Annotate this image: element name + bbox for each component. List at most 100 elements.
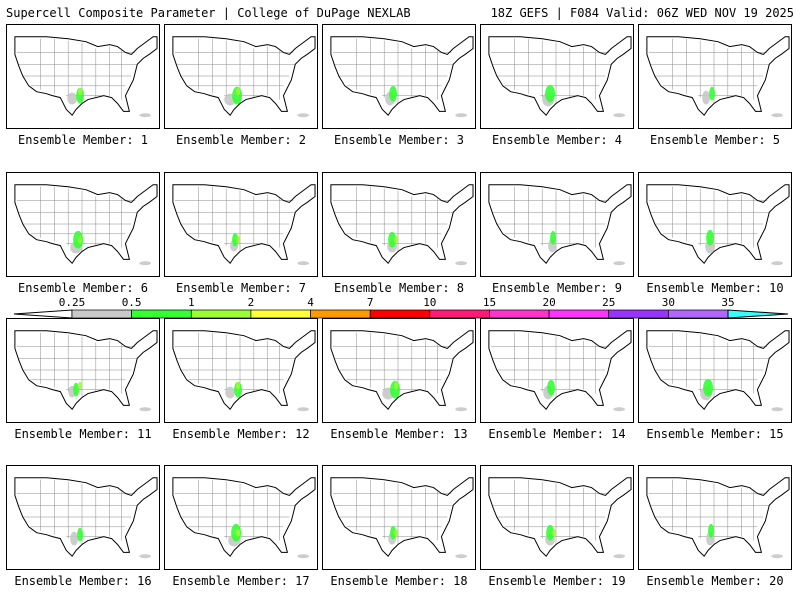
scp-shading-gray bbox=[771, 554, 784, 559]
member-label-9: Ensemble Member: 9 bbox=[491, 281, 623, 295]
us-coastline bbox=[330, 330, 474, 411]
scp-shading-green bbox=[550, 230, 557, 245]
scp-shading-gray bbox=[613, 113, 626, 118]
scp-shading-gray bbox=[67, 92, 78, 105]
colorbar-tick-label: 30 bbox=[662, 296, 675, 309]
scp-shading-gray bbox=[297, 407, 310, 412]
us-map bbox=[14, 36, 158, 118]
us-map bbox=[172, 184, 316, 266]
us-map bbox=[488, 477, 632, 559]
scp-shading-lightgreen bbox=[78, 87, 83, 96]
scp-shading-gray bbox=[139, 261, 152, 266]
scp-shading-lightgreen bbox=[394, 528, 399, 537]
colorbar-tick-label: 7 bbox=[367, 296, 374, 309]
colorbar-tick-label: 25 bbox=[602, 296, 615, 309]
colorbar-tick-label: 15 bbox=[483, 296, 496, 309]
member-label-8: Ensemble Member: 8 bbox=[333, 281, 465, 295]
map-panel-member-17 bbox=[164, 465, 318, 570]
map-panel-member-15 bbox=[638, 318, 792, 423]
title-left: Supercell Composite Parameter | College … bbox=[6, 6, 411, 20]
us-map bbox=[330, 36, 474, 118]
us-coastline bbox=[330, 477, 474, 558]
member-label-6: Ensemble Member: 6 bbox=[17, 281, 149, 295]
member-label-15: Ensemble Member: 15 bbox=[646, 427, 784, 441]
map-panel-member-6 bbox=[6, 172, 160, 277]
member-label-19: Ensemble Member: 19 bbox=[488, 574, 626, 588]
us-map bbox=[14, 330, 158, 412]
us-coastline bbox=[330, 184, 474, 265]
colorbar-tick-label: 10 bbox=[423, 296, 436, 309]
map-panel-member-1 bbox=[6, 24, 160, 129]
member-label-1: Ensemble Member: 1 bbox=[17, 133, 149, 147]
map-panel-member-2 bbox=[164, 24, 318, 129]
colorbar-segment bbox=[608, 309, 669, 319]
us-coastline bbox=[646, 477, 790, 558]
scp-shading-green bbox=[546, 524, 555, 541]
colorbar-tick-label: 20 bbox=[542, 296, 555, 309]
colorbar-segment bbox=[489, 309, 550, 319]
scp-shading-lightgreen bbox=[236, 381, 241, 390]
colorbar-segment bbox=[429, 309, 490, 319]
colorbar-segment bbox=[250, 309, 311, 319]
us-map bbox=[330, 184, 474, 266]
colorbar-tick-label: 0.5 bbox=[122, 296, 142, 309]
map-panel-member-5 bbox=[638, 24, 792, 129]
member-label-20: Ensemble Member: 20 bbox=[646, 574, 784, 588]
us-map bbox=[646, 477, 790, 559]
map-panel-member-10 bbox=[638, 172, 792, 277]
member-label-17: Ensemble Member: 17 bbox=[172, 574, 310, 588]
colorbar-right-arrow bbox=[727, 309, 789, 319]
map-panel-member-3 bbox=[322, 24, 476, 129]
map-panel-member-20 bbox=[638, 465, 792, 570]
map-panel-member-11 bbox=[6, 318, 160, 423]
map-panel-member-16 bbox=[6, 465, 160, 570]
us-map bbox=[488, 184, 632, 266]
us-map bbox=[330, 477, 474, 559]
scp-shading-gray bbox=[455, 407, 468, 412]
scp-shading-gray bbox=[225, 386, 236, 399]
member-label-11: Ensemble Member: 11 bbox=[14, 427, 152, 441]
scp-shading-green bbox=[77, 527, 83, 542]
scp-shading-gray bbox=[613, 554, 626, 559]
map-panel-member-9 bbox=[480, 172, 634, 277]
scp-shading-green bbox=[390, 525, 397, 540]
us-coastline bbox=[14, 36, 158, 117]
scp-shading-lightgreen bbox=[394, 381, 399, 390]
color-scale-bar: 0.25 0.5 1 2 4 7 10 15 20 25 30 35 bbox=[13, 296, 789, 322]
scp-shading-gray bbox=[297, 554, 310, 559]
scp-shading-green bbox=[389, 85, 398, 102]
us-coastline bbox=[172, 36, 316, 117]
map-panel-member-8 bbox=[322, 172, 476, 277]
map-panel-member-12 bbox=[164, 318, 318, 423]
member-label-10: Ensemble Member: 10 bbox=[646, 281, 784, 295]
us-coastline bbox=[488, 36, 632, 117]
colorbar-tick-label: 0.25 bbox=[59, 296, 86, 309]
map-panel-member-19 bbox=[480, 465, 634, 570]
us-coastline bbox=[330, 36, 474, 117]
scp-shading-gray bbox=[455, 554, 468, 559]
member-label-16: Ensemble Member: 16 bbox=[14, 574, 152, 588]
scp-shading-gray bbox=[455, 261, 468, 266]
colorbar-segment bbox=[668, 309, 729, 319]
scp-shading-gray bbox=[297, 113, 310, 118]
scp-shading-lightgreen bbox=[236, 87, 241, 96]
scp-shading-green bbox=[388, 231, 397, 248]
title-right: 18Z GEFS | F084 Valid: 06Z WED NOV 19 20… bbox=[490, 6, 794, 20]
us-map bbox=[14, 184, 158, 266]
map-panel-member-13 bbox=[322, 318, 476, 423]
scp-shading-gray bbox=[702, 90, 711, 105]
us-coastline bbox=[646, 36, 790, 117]
scp-shading-gray bbox=[613, 261, 626, 266]
member-label-7: Ensemble Member: 7 bbox=[175, 281, 307, 295]
colorbar-tick-label: 35 bbox=[721, 296, 734, 309]
scp-shading-gray bbox=[613, 407, 626, 412]
us-map bbox=[14, 477, 158, 559]
us-map bbox=[488, 36, 632, 118]
us-map bbox=[646, 36, 790, 118]
member-label-18: Ensemble Member: 18 bbox=[330, 574, 468, 588]
colorbar-segment bbox=[131, 309, 192, 319]
scp-shading-lightgreen bbox=[78, 235, 83, 244]
member-label-12: Ensemble Member: 12 bbox=[172, 427, 310, 441]
map-panel-member-7 bbox=[164, 172, 318, 277]
us-coastline bbox=[646, 330, 790, 411]
